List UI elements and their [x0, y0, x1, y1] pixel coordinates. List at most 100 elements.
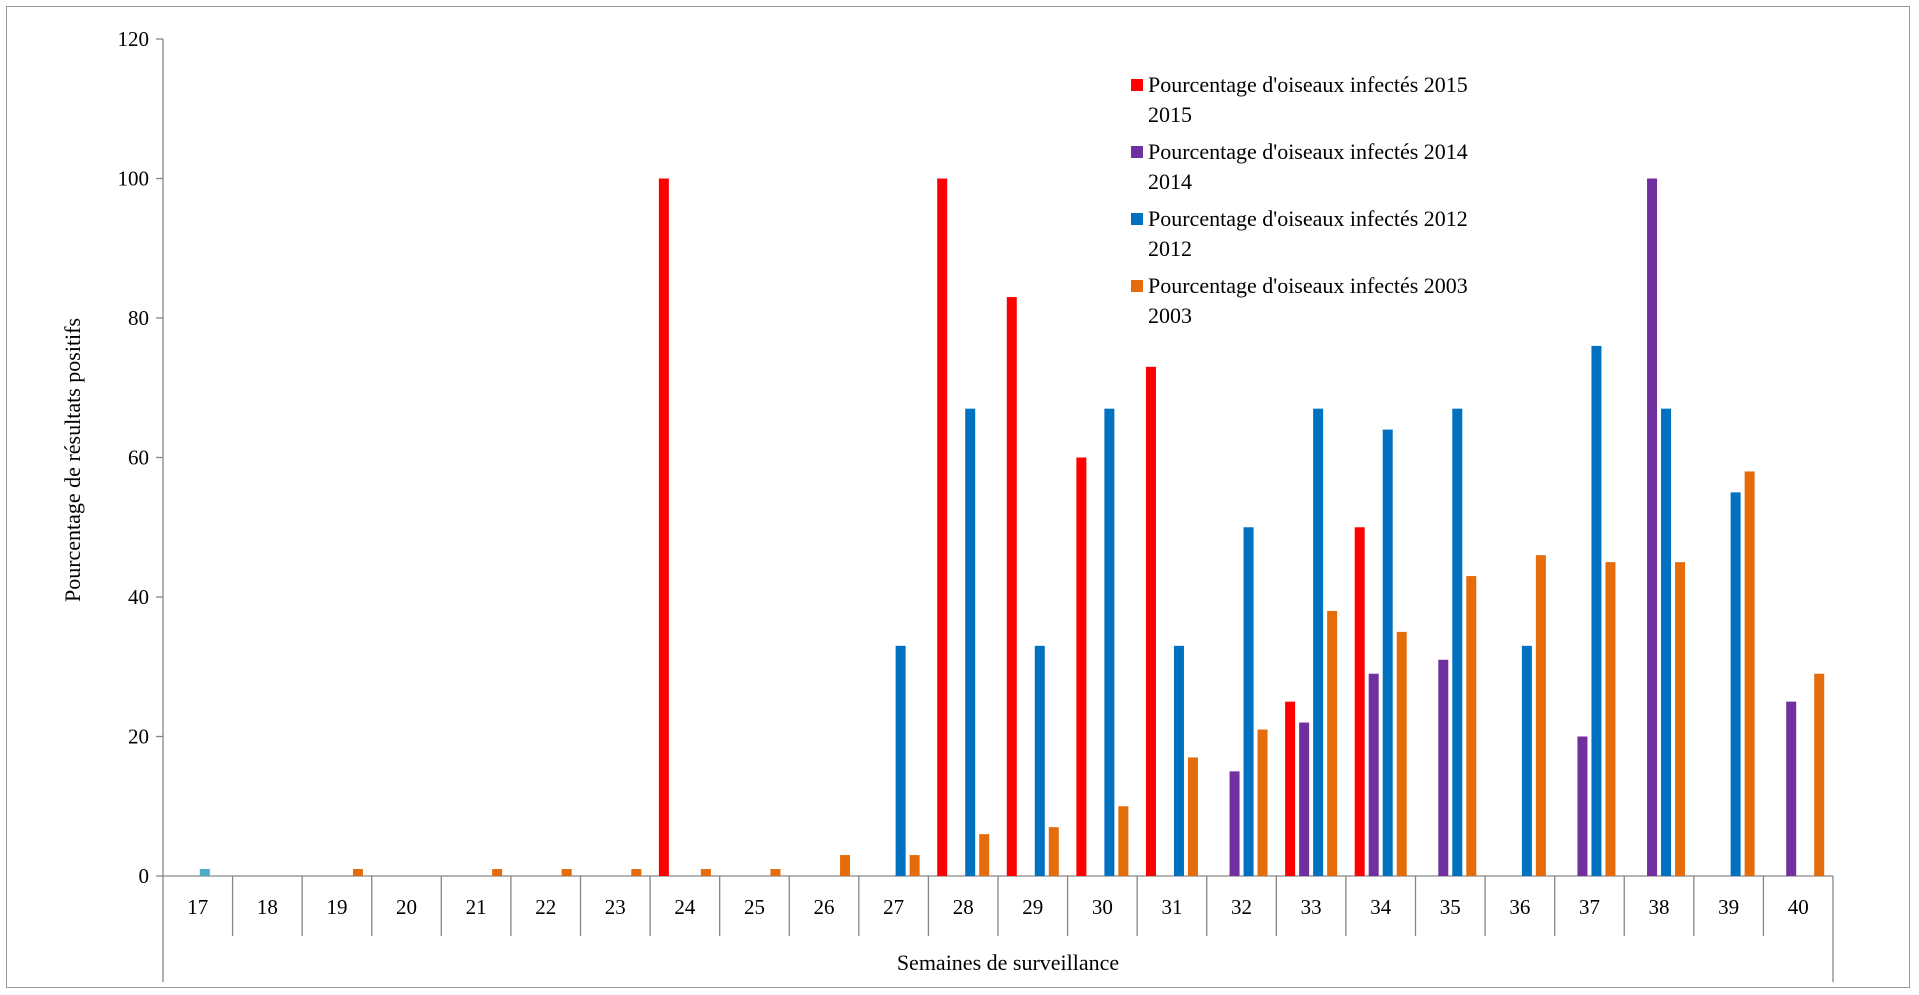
chart-svg: 0 20 40 60 80 100 120 17 18 19 20 21 22 23 24 25 26 27 28… — [60, 27, 1834, 982]
y-tick-label: 120 — [118, 27, 150, 51]
x-tick-label: 40 — [1788, 895, 1809, 919]
legend-label: 2003 — [1148, 303, 1192, 328]
y-tick-label: 20 — [128, 725, 149, 749]
y-axis: 0 20 40 60 80 100 120 — [118, 27, 164, 888]
bar-series2-week27 — [895, 645, 906, 876]
x-axis-title: Semaines de surveillance — [897, 950, 1119, 975]
bar-series3-week23 — [631, 869, 642, 876]
bar-series3-week25 — [770, 869, 781, 876]
x-tick-label: 20 — [396, 895, 417, 919]
x-tick-label: 35 — [1440, 895, 1461, 919]
bar-series1-week35 — [1438, 659, 1449, 876]
x-tick-label: 39 — [1718, 895, 1739, 919]
x-tick-label: 31 — [1161, 895, 1182, 919]
y-tick-label: 40 — [128, 585, 149, 609]
bar-series3-week22 — [561, 869, 572, 876]
x-tick-label: 30 — [1092, 895, 1113, 919]
y-axis-title: Pourcentage de résultats positifs — [60, 318, 85, 602]
bar-series2-week34 — [1382, 429, 1393, 876]
x-tick-label: 26 — [814, 895, 835, 919]
bar-series3-week34 — [1396, 631, 1407, 876]
bar-series3-week32 — [1257, 729, 1268, 876]
bar-series1-week38 — [1647, 178, 1658, 876]
bar-series3-week40 — [1814, 673, 1825, 876]
y-tick-label: 0 — [139, 864, 150, 888]
legend-swatch — [1131, 79, 1143, 91]
x-tick-label: 22 — [535, 895, 556, 919]
bar-series3-week37 — [1605, 562, 1616, 876]
bar-series3-week35 — [1466, 576, 1477, 876]
x-tick-label: 29 — [1022, 895, 1043, 919]
bars — [199, 178, 1825, 876]
bar-series2-week38 — [1661, 408, 1672, 876]
x-tick-label: 37 — [1579, 895, 1600, 919]
bar-series3-week36 — [1535, 555, 1546, 876]
bar-series3-week19 — [352, 869, 363, 876]
bar-series3-week29 — [1048, 827, 1059, 876]
bar-series2-week29 — [1034, 645, 1045, 876]
bar-series0-week31 — [1145, 366, 1156, 876]
y-tick-label: 100 — [118, 167, 150, 191]
x-tick-label: 25 — [744, 895, 765, 919]
bar-series2-week35 — [1452, 408, 1463, 876]
legend-label: 2012 — [1148, 236, 1192, 261]
bar-series3-week33 — [1327, 610, 1338, 876]
bar-series3-week38 — [1675, 562, 1686, 876]
bar-series0-week28 — [937, 178, 948, 876]
x-tick-label: 23 — [605, 895, 626, 919]
x-tick-label: 21 — [466, 895, 487, 919]
bar-series1-week37 — [1577, 736, 1588, 876]
bar-series0-week34 — [1354, 527, 1365, 876]
x-tick-label: 34 — [1370, 895, 1392, 919]
x-tick-label: 36 — [1509, 895, 1530, 919]
x-tick-label: 24 — [674, 895, 696, 919]
legend-label: Pourcentage d'oiseaux infectés 2015 — [1148, 72, 1468, 97]
bar-series1-week33 — [1299, 722, 1310, 876]
legend: Pourcentage d'oiseaux infectés 2015 2015 P… — [1131, 72, 1468, 328]
bar-series2-week37 — [1591, 345, 1602, 876]
x-tick-label: 19 — [326, 895, 347, 919]
x-tick-label: 27 — [883, 895, 904, 919]
bar-series2-week31 — [1173, 645, 1184, 876]
legend-label: Pourcentage d'oiseaux infectés 2003 — [1148, 273, 1468, 298]
legend-label: 2014 — [1148, 169, 1192, 194]
bar-series3-week39 — [1744, 471, 1755, 876]
bar-series2-week28 — [965, 408, 976, 876]
x-tick-label: 33 — [1301, 895, 1322, 919]
x-tick-label: 38 — [1649, 895, 1670, 919]
chart-frame: 0 20 40 60 80 100 120 17 18 19 20 21 22 23 24 25 26 27 28… — [6, 6, 1910, 988]
legend-label: Pourcentage d'oiseaux infectés 2014 — [1148, 139, 1468, 164]
bar-series0-week30 — [1076, 457, 1087, 876]
bar-series0-week33 — [1285, 701, 1296, 876]
bar-series2-week33 — [1313, 408, 1324, 876]
legend-label: Pourcentage d'oiseaux infectés 2012 — [1148, 206, 1468, 231]
bar-series3-week26 — [840, 855, 851, 876]
bar-series2-week36 — [1521, 645, 1532, 876]
bar-series2-week30 — [1104, 408, 1115, 876]
y-tick-label: 80 — [128, 306, 149, 330]
bar-series2-week39 — [1730, 492, 1741, 876]
bar-series3-week30 — [1118, 806, 1129, 876]
y-tick-label: 60 — [128, 446, 149, 470]
x-tick-label: 28 — [953, 895, 974, 919]
x-axis: 17 18 19 20 21 22 23 24 25 26 27 28 29 30 31 32 33 34 35 36… — [162, 875, 1834, 982]
bar-series0-week24 — [658, 178, 669, 876]
x-tick-label: 18 — [257, 895, 278, 919]
bar-series1-week40 — [1786, 701, 1797, 876]
bar-series1-week34 — [1368, 673, 1379, 876]
bar-series3-week31 — [1187, 757, 1198, 876]
bar-series2-week17 — [199, 869, 210, 876]
legend-label: 2015 — [1148, 102, 1192, 127]
bar-series2-week32 — [1243, 527, 1254, 876]
bar-series3-week24 — [700, 869, 711, 876]
legend-swatch — [1131, 146, 1143, 158]
x-tick-label: 32 — [1231, 895, 1252, 919]
bar-series3-week27 — [909, 855, 920, 876]
legend-swatch — [1131, 213, 1143, 225]
legend-swatch — [1131, 280, 1143, 292]
bar-series3-week21 — [492, 869, 503, 876]
bar-series3-week28 — [979, 834, 990, 876]
bar-series0-week29 — [1006, 297, 1017, 876]
bar-series1-week32 — [1229, 771, 1240, 876]
x-tick-label: 17 — [187, 895, 208, 919]
